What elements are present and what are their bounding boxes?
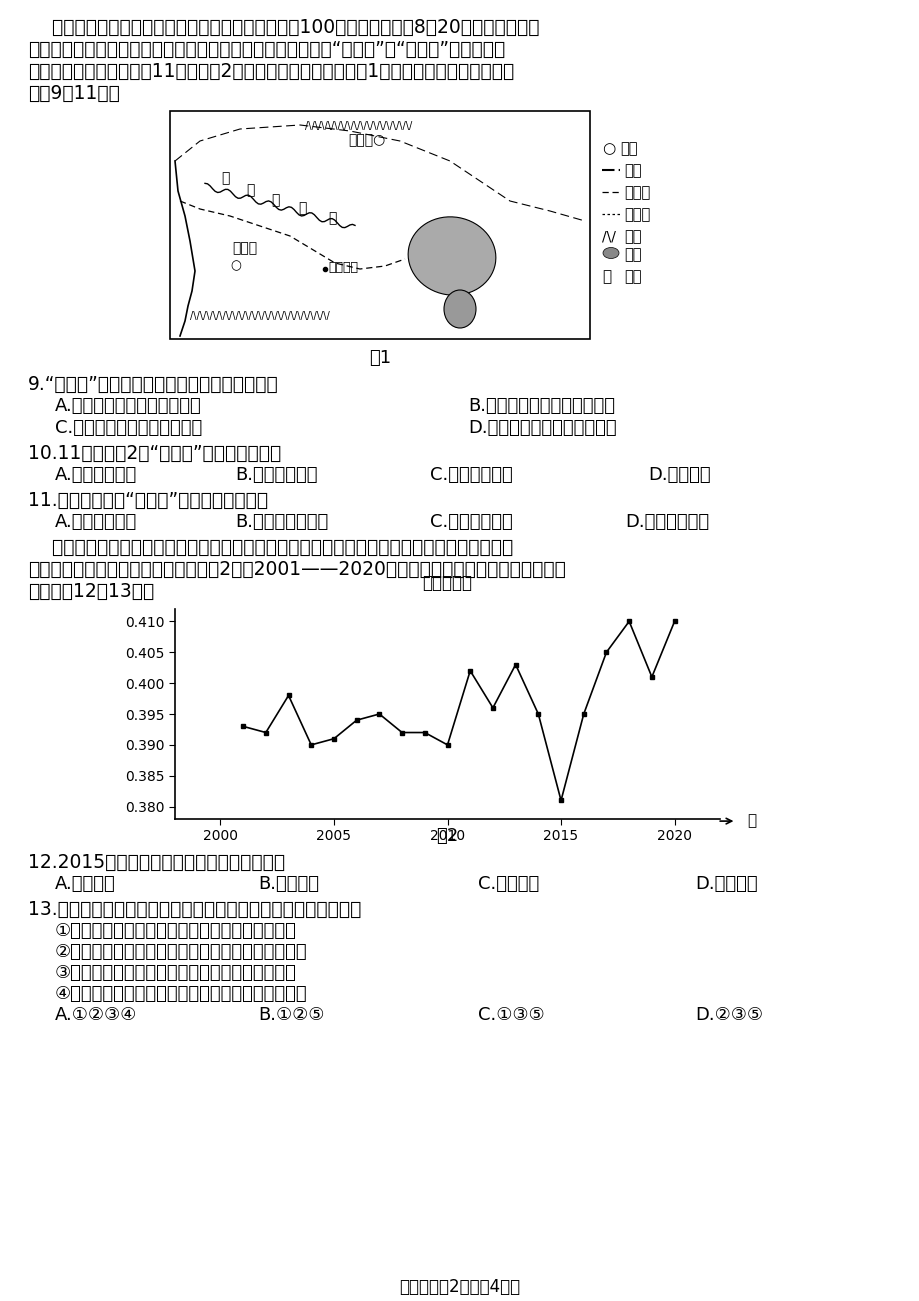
- Text: ④环青海湖地区建立自然保护区，可提高植被覆盖度: ④环青海湖地区建立自然保护区，可提高植被覆盖度: [55, 985, 307, 1003]
- Text: 植被覆盖度: 植被覆盖度: [422, 574, 472, 592]
- Text: 新疆阿勒泰地区西南吉木乃县的闸海地区，东西长100多千米，南北奒8～20千米。冬季盛行: 新疆阿勒泰地区西南吉木乃县的闸海地区，东西长100多千米，南北奒8～20千米。冬…: [28, 18, 539, 36]
- Text: C.①③⑤: C.①③⑤: [478, 1006, 544, 1024]
- Text: 植被覆盖度为地面植被垂直投影占统计区总面积的比例，主要受气温、降水、人类活动等因素: 植被覆盖度为地面植被垂直投影占统计区总面积的比例，主要受气温、降水、人类活动等因…: [28, 539, 513, 557]
- Text: A.人类活动频繁: A.人类活动频繁: [55, 466, 137, 484]
- Text: D.位于当地以东，呈南北走向: D.位于当地以东，呈南北走向: [468, 419, 616, 437]
- Text: ○: ○: [601, 141, 615, 156]
- Text: B.位于当地以北，呈东西走向: B.位于当地以北，呈东西走向: [468, 397, 614, 415]
- Text: 地理试卷第2页（兲4页）: 地理试卷第2页（兲4页）: [399, 1278, 520, 1296]
- Text: C.沙尘天气多发: C.沙尘天气多发: [429, 466, 512, 484]
- Text: 完成9～11题。: 完成9～11题。: [28, 85, 119, 103]
- Text: /\/\/\/\/\/\/\/\/\/\/\/\/\/\/\/\/\/\/\/\/\/: /\/\/\/\/\/\/\/\/\/\/\/\/\/\/\/\/\/\/\/\…: [190, 311, 329, 321]
- Text: C.过度放牧: C.过度放牧: [478, 876, 539, 892]
- Text: A.①②③④: A.①②③④: [55, 1006, 137, 1024]
- Text: 额: 额: [221, 170, 229, 185]
- Text: B.全球变暖: B.全球变暖: [257, 876, 319, 892]
- Text: 偏东风，地面积雪随风卷起，使人畜迷失方向，当地人称之为“闸海风”。“闸海风”的形成受亚: 偏东风，地面积雪随风卷起，使人畜迷失方向，当地人称之为“闸海风”。“闸海风”的形…: [28, 40, 505, 59]
- Text: 10.11月到次年2月“闸海风”强度大的原因是: 10.11月到次年2月“闸海风”强度大的原因是: [28, 444, 281, 463]
- Text: 国界: 国界: [623, 163, 641, 178]
- Text: 11.当地地形加剧“闸海风”现象的可能原因是: 11.当地地形加剧“闸海风”现象的可能原因是: [28, 490, 267, 510]
- Text: B.地表积雪深厚: B.地表积雪深厚: [234, 466, 317, 484]
- Text: C.狭管效应明显: C.狭管效应明显: [429, 513, 512, 531]
- Text: 齐: 齐: [270, 193, 278, 207]
- Text: 城市: 城市: [619, 141, 637, 156]
- Text: 9.“闸海风”发生时高压脊的位置及其形态可能是: 9.“闸海风”发生时高压脊的位置及其形态可能是: [28, 375, 278, 394]
- Text: 地级界: 地级界: [623, 185, 650, 200]
- Text: 图2: 图2: [436, 827, 459, 846]
- Text: 图1: 图1: [369, 349, 391, 367]
- Text: D.覆盖率低: D.覆盖率低: [647, 466, 709, 484]
- Text: D.②③⑤: D.②③⑤: [694, 1006, 762, 1024]
- Text: ③城市面积的扩张，导致局部区域植被覆盖度下降: ③城市面积的扩张，导致局部区域植被覆盖度下降: [55, 964, 297, 982]
- Text: C.位于当地以西，呈东西走向: C.位于当地以西，呈东西走向: [55, 419, 202, 437]
- Text: D.地势南高北低: D.地势南高北低: [624, 513, 709, 531]
- Text: 尔: 尔: [245, 183, 254, 196]
- Text: B.山地呈南北走向: B.山地呈南北走向: [234, 513, 328, 531]
- Text: /\/: /\/: [601, 229, 615, 243]
- Text: /\/\/\/\/\/\/\/\/\/\/\/\/\/\/\/\/: /\/\/\/\/\/\/\/\/\/\/\/\/\/\/\/\/: [305, 121, 413, 131]
- Text: 12.2015年植被覆盖度发生变化的原因可能是: 12.2015年植被覆盖度发生变化的原因可能是: [28, 853, 285, 872]
- Text: 据此完成12～13题。: 据此完成12～13题。: [28, 582, 154, 601]
- Text: 洲高压及地形影响，每年11月至次年2月出现次数多，强度大。图1为闸海地区位置示意。据此: 洲高压及地形影响，每年11月至次年2月出现次数多，强度大。图1为闸海地区位置示意…: [28, 62, 514, 81]
- Text: A.气候异常: A.气候异常: [55, 876, 116, 892]
- Text: ②高海拔地区通过生态工程建设，可提高植被覆盖度: ②高海拔地区通过生态工程建设，可提高植被覆盖度: [55, 943, 307, 961]
- Text: 县级界: 县级界: [623, 207, 650, 222]
- Text: 吉木乃: 吉木乃: [232, 241, 256, 255]
- Text: 山脉: 山脉: [623, 229, 641, 245]
- Text: 斯: 斯: [298, 200, 306, 215]
- Text: 〜: 〜: [601, 269, 610, 284]
- Text: 湖泊: 湖泊: [623, 247, 641, 262]
- Text: ○: ○: [230, 259, 241, 272]
- Text: D.生物入侵: D.生物入侵: [694, 876, 757, 892]
- Ellipse shape: [444, 290, 475, 328]
- Text: 年: 年: [746, 813, 755, 829]
- Ellipse shape: [602, 247, 618, 259]
- Ellipse shape: [408, 217, 495, 295]
- Text: 河: 河: [327, 211, 335, 225]
- Text: 闸海地区: 闸海地区: [328, 262, 357, 275]
- Text: 河流: 河流: [623, 269, 641, 284]
- Text: B.①②⑤: B.①②⑤: [257, 1006, 324, 1024]
- Text: A.地形平坚开阔: A.地形平坚开阔: [55, 513, 137, 531]
- Text: 13.不同的人类活动会使植被覆盖度产生差异，以下说法正确的是: 13.不同的人类活动会使植被覆盖度产生差异，以下说法正确的是: [28, 900, 361, 919]
- Text: ①草原、草甸地区超载放牧，导致植被覆盖度下降: ①草原、草甸地区超载放牧，导致植被覆盖度下降: [55, 922, 297, 941]
- Text: 哈巴河○: 哈巴河○: [348, 133, 386, 147]
- Text: 的影响，且与气温、降水呈正相关。图2示意2001——2020年青藏高原植被覆盖度的变化情况。: 的影响，且与气温、降水呈正相关。图2示意2001——2020年青藏高原植被覆盖度…: [28, 559, 565, 579]
- Bar: [170, 111, 589, 340]
- Text: A.位于当地以北，呈南北走向: A.位于当地以北，呈南北走向: [55, 397, 201, 415]
